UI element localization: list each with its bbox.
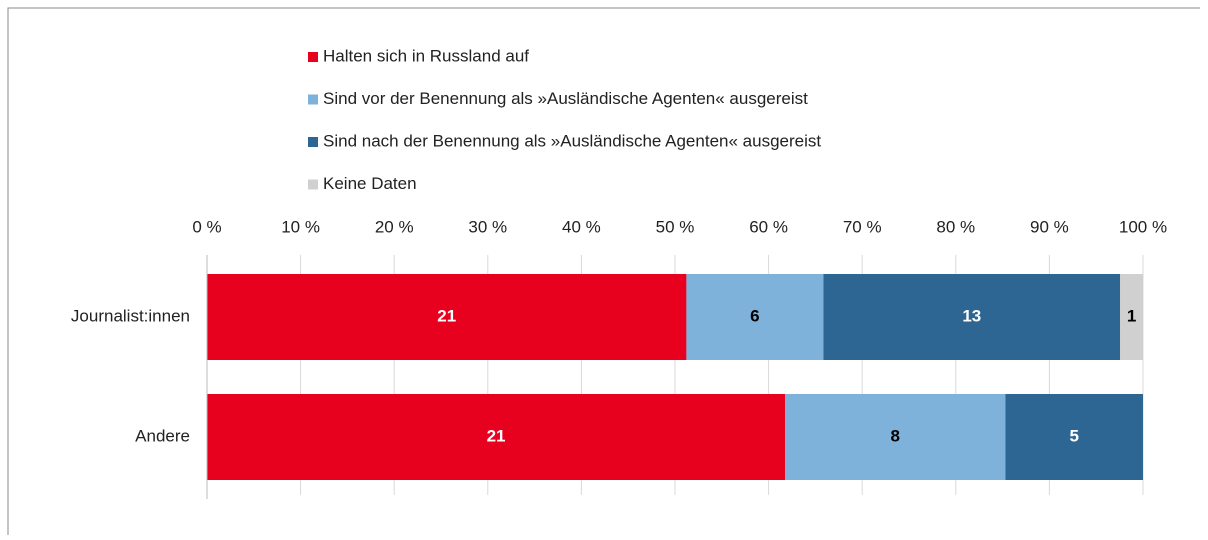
bar-segment	[207, 394, 786, 480]
x-tick-label: 40 %	[562, 217, 601, 236]
x-tick-label: 80 %	[936, 217, 975, 236]
x-tick-label: 30 %	[468, 217, 507, 236]
x-tick-label: 70 %	[843, 217, 882, 236]
data-label: 1	[1127, 306, 1136, 325]
legend-label: Keine Daten	[323, 174, 417, 193]
x-tick-label: 60 %	[749, 217, 788, 236]
y-tick-label: Andere	[135, 426, 190, 445]
data-label: 8	[891, 426, 900, 445]
data-label: 13	[962, 306, 981, 325]
data-label: 6	[750, 306, 759, 325]
data-label: 21	[487, 426, 506, 445]
bar-segment	[1005, 394, 1143, 480]
legend-label: Sind vor der Benennung als »Ausländische…	[323, 89, 808, 108]
bar-segment	[823, 274, 1121, 360]
x-tick-label: 90 %	[1030, 217, 1069, 236]
legend-swatch	[308, 179, 318, 190]
y-tick-label: Journalist:innen	[71, 306, 190, 325]
legend-label: Sind nach der Benennung als »Ausländisch…	[323, 131, 821, 150]
bar-segment	[785, 394, 1006, 480]
x-tick-label: 100 %	[1119, 217, 1167, 236]
legend-swatch	[308, 94, 318, 105]
bar-segment	[207, 274, 687, 360]
x-tick-label: 10 %	[281, 217, 320, 236]
bar-segment	[1120, 274, 1143, 360]
bar-segment	[686, 274, 824, 360]
legend-swatch	[308, 52, 318, 62]
data-label: 21	[437, 306, 456, 325]
x-tick-label: 50 %	[656, 217, 695, 236]
frame	[7, 7, 1200, 535]
legend-swatch	[308, 137, 318, 147]
x-tick-label: 20 %	[375, 217, 414, 236]
data-label: 5	[1069, 426, 1078, 445]
x-tick-label: 0 %	[192, 217, 221, 236]
legend-label: Halten sich in Russland auf	[323, 46, 529, 65]
